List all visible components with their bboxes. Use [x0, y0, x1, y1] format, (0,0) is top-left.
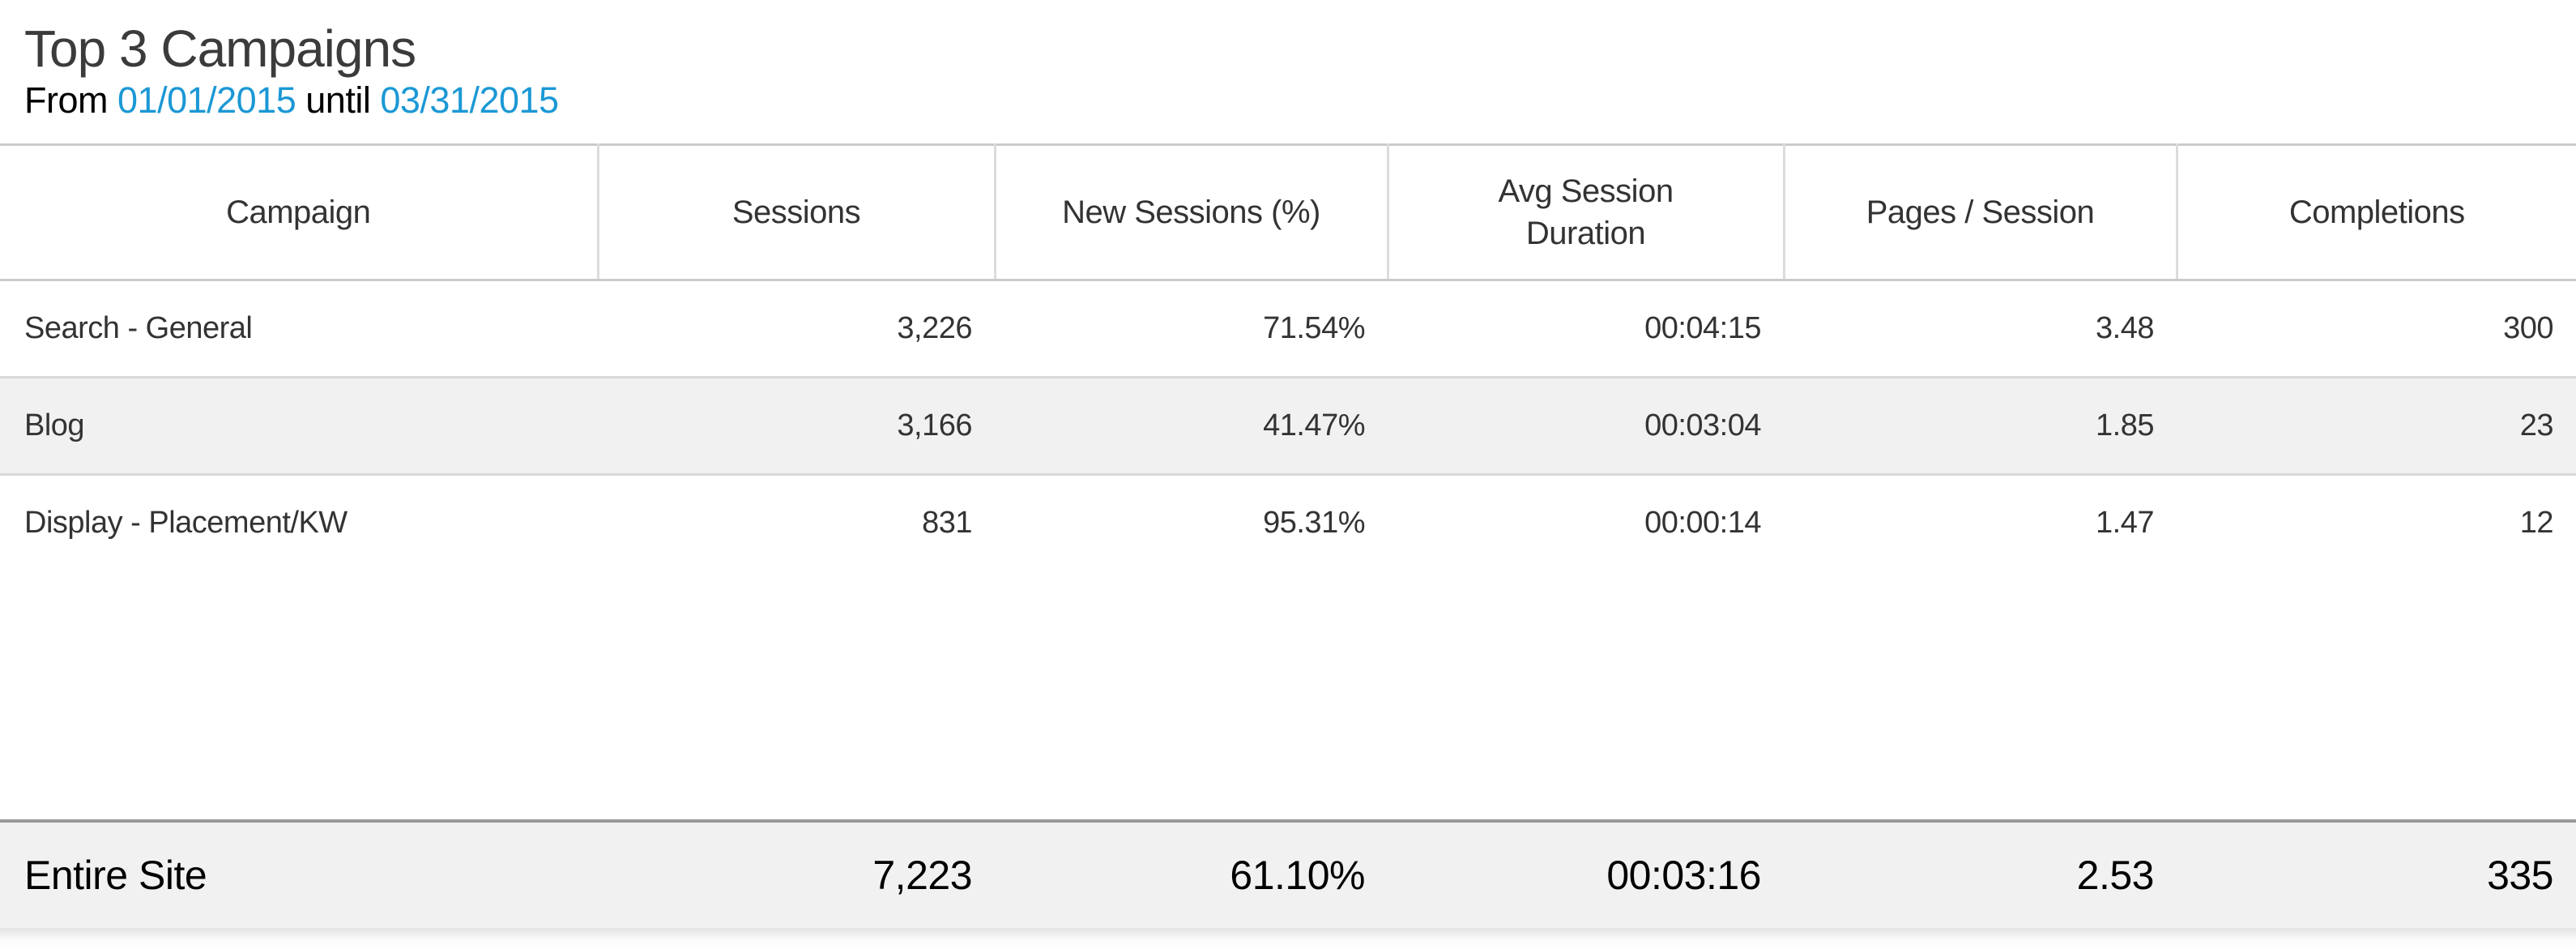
- totals-value-cell: 2.53: [1784, 819, 2177, 928]
- totals-label-cell: Entire Site: [0, 819, 598, 928]
- column-header-label: Sessions: [731, 194, 861, 230]
- metric-value-cell: 23: [2177, 377, 2576, 476]
- metric-value-cell: 00:03:04: [1388, 377, 1784, 476]
- column-header-new-sessions: New Sessions (%): [995, 143, 1389, 281]
- metric-value-cell: 1.47: [2096, 505, 2154, 540]
- column-header-label: New Sessions (%): [1062, 194, 1320, 230]
- column-header-avg-session-duration: Avg Session Duration: [1388, 143, 1785, 281]
- column-header-label: Pages / Session: [1866, 194, 2095, 230]
- table-row: Search - General 3,226 71.54% 00:04:15 3.48 3…: [0, 280, 2576, 378]
- metric-value-cell: 00:00:14: [1644, 505, 1761, 540]
- campaign-name-cell: Blog: [0, 377, 598, 476]
- column-header-label: Avg Session Duration: [1498, 173, 1674, 251]
- metric-value-cell: 3,166: [598, 377, 995, 476]
- column-header-completions: Completions: [2177, 143, 2576, 281]
- metric-value-cell: 3,226: [598, 280, 995, 378]
- page-title: Top 3 Campaigns: [24, 19, 416, 78]
- start-date-link[interactable]: 01/01/2015: [117, 79, 296, 122]
- column-header-sessions: Sessions: [598, 143, 996, 281]
- campaign-name-cell: Search - General: [0, 280, 598, 378]
- metric-value-cell: 3.48: [1784, 280, 2177, 378]
- table-row: Blog 3,166 41.47% 00:03:04 1.85 23: [0, 377, 2576, 476]
- totals-value-cell: 00:03:16: [1388, 819, 1784, 928]
- metric-value-cell: 12: [2519, 505, 2554, 540]
- end-date-link[interactable]: 03/31/2015: [380, 79, 559, 122]
- table-empty-space: [0, 570, 2576, 821]
- table-footer-row: Entire Site 7,223 61.10% 00:03:16 2.53 335: [0, 819, 2576, 928]
- metric-value-cell: 41.47%: [995, 377, 1388, 476]
- totals-value-cell: 335: [2177, 819, 2576, 928]
- campaigns-table: Campaign Sessions New Sessions (%) Avg Sess…: [0, 143, 2576, 928]
- metric-value-cell: 831: [922, 505, 972, 540]
- column-header-label: Campaign: [226, 194, 371, 230]
- column-header-label: Completions: [2288, 194, 2465, 230]
- totals-value-cell: 7,223: [598, 819, 995, 928]
- metric-value-cell: 1.85: [1784, 377, 2177, 476]
- metric-value-cell: 71.54%: [995, 280, 1388, 378]
- date-range-until-label: until: [305, 79, 371, 122]
- column-header-campaign: Campaign: [0, 143, 599, 281]
- metric-value-cell: 300: [2177, 280, 2576, 378]
- date-range-from-label: From: [24, 79, 109, 122]
- metric-value-cell: 95.31%: [1263, 505, 1365, 540]
- date-range: From 01/01/2015 until 03/31/2015: [24, 80, 2576, 121]
- table-row: Display - Placement/KW 831 95.31% 00:00:14 1…: [0, 474, 2576, 571]
- footer-shadow: [0, 927, 2576, 949]
- table-header-row: Campaign Sessions New Sessions (%) Avg Sess…: [0, 143, 2576, 281]
- campaign-name-cell: Display - Placement/KW: [24, 505, 348, 540]
- totals-value-cell: 61.10%: [995, 819, 1388, 928]
- metric-value-cell: 00:04:15: [1388, 280, 1784, 378]
- column-header-pages-session: Pages / Session: [1784, 143, 2178, 281]
